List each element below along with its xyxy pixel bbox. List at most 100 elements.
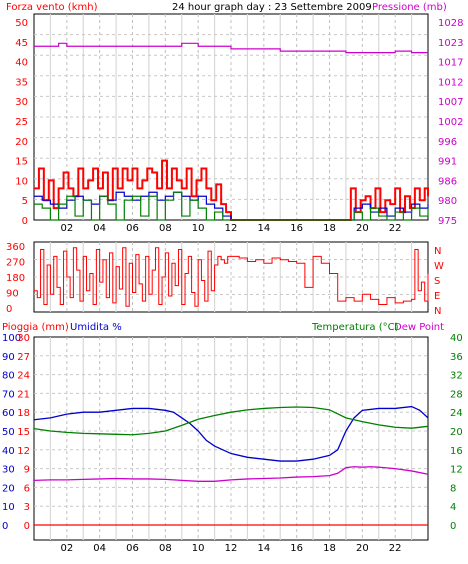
time-tick-label: 12 xyxy=(225,223,238,234)
temp-time-axis: 02 04 06 08 10 12 14 16 18 20 22 xyxy=(60,543,401,554)
humidity-tick-label: 20 xyxy=(2,483,15,494)
time-tick-label: 20 xyxy=(356,223,369,234)
temp-humidity-series xyxy=(33,405,429,526)
rain-tick-label: 30 xyxy=(17,333,30,344)
wind-speed-axis: 0 5 10 15 20 25 30 35 40 45 50 xyxy=(15,18,28,227)
pressure-axis: 975 980 986 991 996 1002 1007 1012 1017 1023 1028 xyxy=(438,18,463,227)
pressure-tick-label: 1017 xyxy=(438,58,463,69)
rain-tick-label: 0 xyxy=(24,521,30,532)
series-green-line xyxy=(34,191,429,221)
temperature-tick-label: 32 xyxy=(450,371,463,382)
time-tick-label: 12 xyxy=(225,543,238,554)
wind-speed-tick-label: 50 xyxy=(15,18,28,29)
series-pressure-line xyxy=(34,42,428,54)
series-gust-line xyxy=(34,159,429,221)
humidity-tick-label: 60 xyxy=(2,408,15,419)
time-tick-label: 20 xyxy=(356,543,369,554)
pressure-tick-label: 975 xyxy=(438,216,457,227)
wind-speed-tick-label: 45 xyxy=(15,38,28,49)
humidity-tick-label: 90 xyxy=(2,352,15,363)
temperature-tick-label: 24 xyxy=(450,408,463,419)
wind-direction-series xyxy=(34,247,429,307)
direction-degree-tick-label: 0 xyxy=(6,304,12,315)
wind-pressure-series xyxy=(34,42,429,221)
direction-compass-tick-label: N xyxy=(434,306,441,317)
humidity-axis-label: Umidita % xyxy=(70,322,122,333)
pressure-tick-label: 1023 xyxy=(438,38,463,49)
wind-pressure-grid xyxy=(34,14,428,220)
direction-compass-tick-label: E xyxy=(434,291,440,302)
temperature-tick-label: 16 xyxy=(450,446,463,457)
direction-degree-tick-label: 180 xyxy=(6,273,25,284)
series-hum-line xyxy=(33,405,429,462)
wind-speed-tick-label: 5 xyxy=(22,196,28,207)
pressure-tick-label: 980 xyxy=(438,196,457,207)
series-dew-line xyxy=(33,466,429,482)
rain-tick-label: 6 xyxy=(24,483,30,494)
pressure-tick-label: 1012 xyxy=(438,77,463,88)
direction-compass-tick-label: N xyxy=(434,246,441,257)
wind-speed-tick-label: 35 xyxy=(15,77,28,88)
direction-degrees-axis: 0 90 180 270 360 xyxy=(6,242,25,315)
rain-tick-label: 3 xyxy=(24,502,30,513)
rain-tick-label: 18 xyxy=(17,408,30,419)
time-tick-label: 08 xyxy=(159,543,172,554)
direction-degree-tick-label: 90 xyxy=(6,289,19,300)
humidity-rain-axis: 0 10 20 30 40 50 60 70 80 90 100 0 3 6 9 12 15 18 21 24 27 30 xyxy=(2,333,30,532)
rain-tick-label: 21 xyxy=(17,389,30,400)
time-tick-label: 08 xyxy=(159,223,172,234)
wind-speed-tick-label: 20 xyxy=(15,137,28,148)
temperature-axis: 0 4 8 12 16 20 24 28 32 36 40 xyxy=(450,333,463,532)
time-tick-label: 10 xyxy=(192,543,205,554)
temperature-axis-label: Temperatura (°C) xyxy=(311,322,399,333)
rain-tick-label: 15 xyxy=(17,427,30,438)
temperature-tick-label: 8 xyxy=(450,483,456,494)
temperature-tick-label: 36 xyxy=(450,352,463,363)
series-temp-line xyxy=(33,406,429,436)
pressure-tick-label: 991 xyxy=(438,157,457,168)
time-tick-label: 18 xyxy=(323,543,336,554)
wind-axis-label: Forza vento (kmh) xyxy=(6,2,98,13)
rain-tick-label: 9 xyxy=(24,465,30,476)
time-tick-label: 06 xyxy=(126,543,139,554)
temperature-tick-label: 12 xyxy=(450,465,463,476)
rain-tick-label: 12 xyxy=(17,446,30,457)
time-tick-label: 06 xyxy=(126,223,139,234)
time-tick-label: 04 xyxy=(93,543,106,554)
wind-speed-tick-label: 15 xyxy=(15,157,28,168)
rain-tick-label: 24 xyxy=(17,371,30,382)
humidity-tick-label: 80 xyxy=(2,371,15,382)
time-tick-label: 14 xyxy=(257,223,270,234)
dewpoint-axis-label: Dew Point xyxy=(394,322,444,333)
series-direction-line xyxy=(34,247,429,307)
time-tick-label: 14 xyxy=(257,543,270,554)
graph-title: 24 hour graph day : 23 Settembre 2009 xyxy=(172,2,372,13)
pressure-tick-label: 996 xyxy=(438,137,457,148)
humidity-tick-label: 50 xyxy=(2,427,15,438)
humidity-tick-label: 0 xyxy=(2,521,8,532)
wind-speed-tick-label: 10 xyxy=(15,176,28,187)
direction-degree-tick-label: 360 xyxy=(6,242,25,253)
humidity-tick-label: 30 xyxy=(2,465,15,476)
wind-time-axis: 02 04 06 08 10 12 14 16 18 20 22 xyxy=(60,223,401,234)
time-tick-label: 16 xyxy=(290,223,303,234)
pressure-tick-label: 1002 xyxy=(438,117,463,128)
time-tick-label: 02 xyxy=(60,223,73,234)
time-tick-label: 18 xyxy=(323,223,336,234)
rain-tick-label: 27 xyxy=(17,352,30,363)
time-tick-label: 22 xyxy=(389,543,402,554)
direction-compass-tick-label: W xyxy=(434,261,444,272)
pressure-axis-label: Pressione (mb) xyxy=(372,2,447,13)
pressure-tick-label: 1028 xyxy=(438,18,463,29)
temperature-tick-label: 0 xyxy=(450,521,456,532)
wind-speed-tick-label: 40 xyxy=(15,58,28,69)
pressure-tick-label: 1007 xyxy=(438,97,463,108)
time-tick-label: 10 xyxy=(192,223,205,234)
humidity-tick-label: 100 xyxy=(2,333,21,344)
direction-compass-tick-label: S xyxy=(434,276,440,287)
humidity-tick-label: 10 xyxy=(2,502,15,513)
temperature-tick-label: 4 xyxy=(450,502,456,513)
rain-axis-label: Pioggia (mm) xyxy=(2,322,69,333)
